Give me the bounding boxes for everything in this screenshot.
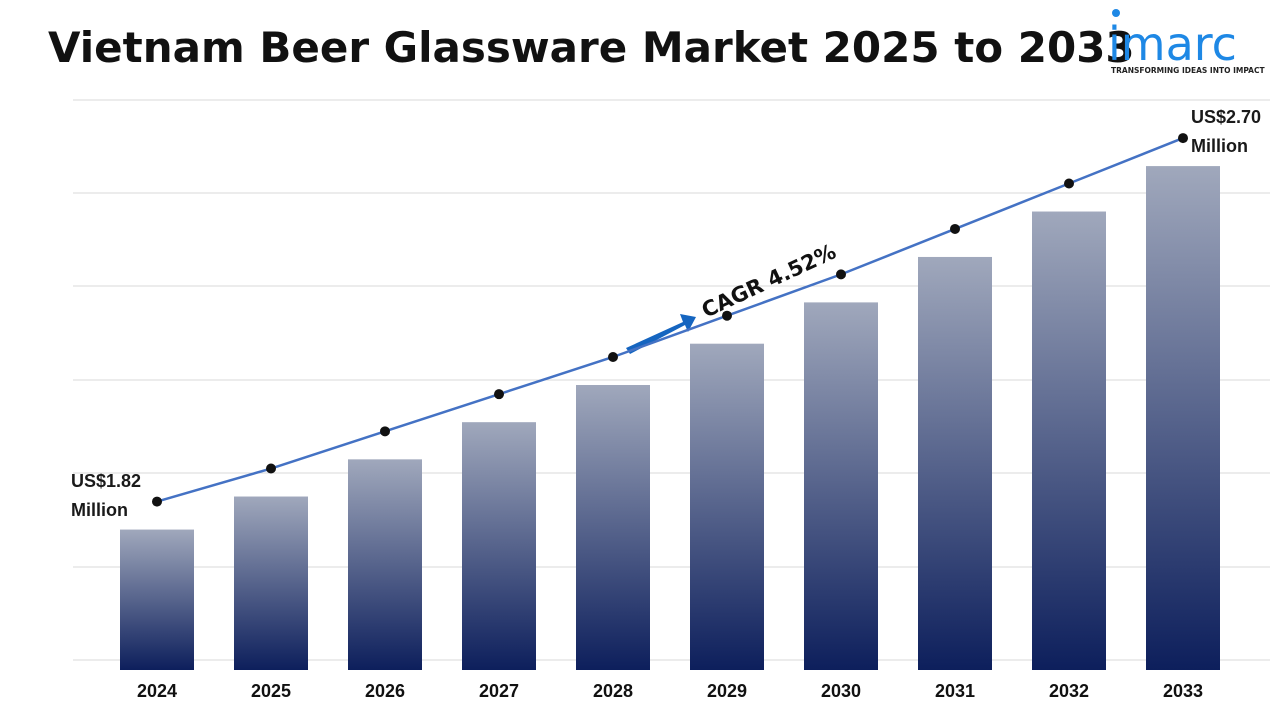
trend-point xyxy=(1064,178,1074,189)
bar xyxy=(462,422,536,670)
trend-point xyxy=(152,496,162,507)
logo-name: imarc xyxy=(1108,17,1237,71)
bar xyxy=(348,459,422,670)
x-tick-label: 2025 xyxy=(251,681,291,701)
x-tick-label: 2028 xyxy=(593,681,633,701)
trend-point xyxy=(722,310,732,321)
x-tick-label: 2032 xyxy=(1049,681,1089,701)
x-tick-label: 2024 xyxy=(137,681,177,701)
value-label: US$1.82 Million xyxy=(71,470,142,520)
bar xyxy=(234,496,308,670)
trend-point xyxy=(608,352,618,362)
x-tick-label: 2033 xyxy=(1163,681,1203,701)
x-tick-label: 2026 xyxy=(365,681,405,701)
bar xyxy=(576,385,650,670)
trend-point xyxy=(1178,133,1188,144)
trend-point xyxy=(266,463,276,474)
bar xyxy=(690,343,764,670)
bar xyxy=(918,256,992,670)
trend-point xyxy=(494,389,504,400)
cagr-arrow xyxy=(626,314,696,354)
bar xyxy=(1032,211,1106,671)
chart-title: Vietnam Beer Glassware Market 2025 to 20… xyxy=(48,23,1135,72)
bar xyxy=(1146,166,1220,670)
x-tick-label: 2029 xyxy=(707,681,747,701)
trend-point xyxy=(950,223,960,234)
bar xyxy=(804,302,878,670)
logo-tagline: TRANSFORMING IDEAS INTO IMPACT xyxy=(1111,66,1265,75)
x-tick-label: 2027 xyxy=(479,681,519,701)
logo-dot xyxy=(1112,9,1120,17)
trend-point xyxy=(380,426,390,437)
trend-line xyxy=(156,136,1184,503)
x-tick-label: 2031 xyxy=(935,681,975,701)
x-tick-label: 2030 xyxy=(821,681,861,701)
value-label: US$2.70 Million xyxy=(1191,107,1262,157)
bar xyxy=(120,529,194,670)
trend-point xyxy=(836,269,846,280)
